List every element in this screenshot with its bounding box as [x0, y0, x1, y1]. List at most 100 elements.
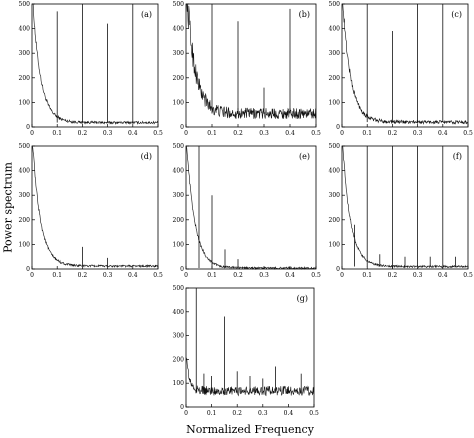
x-tick-label: 0.2: [233, 130, 243, 137]
x-tick-label: 0.5: [311, 130, 321, 137]
spectrum-line: [32, 3, 159, 125]
y-tick-label: 300: [173, 192, 185, 199]
y-tick-label: 300: [19, 50, 31, 57]
plot-frame: [185, 287, 315, 408]
y-tick-label: 200: [329, 217, 341, 224]
y-tick-label: 200: [19, 217, 31, 224]
x-tick-label: 0.5: [463, 130, 473, 137]
y-tick-label: 0: [180, 404, 184, 411]
spectrum-panel: 0 0.1 0.2 0.3 0.4 0.5 0 100 200 300 400 500 (f): [329, 143, 473, 279]
x-tick-label: 0: [340, 130, 344, 137]
x-tick-label: 0.3: [413, 272, 423, 279]
x-tick-label: 0.5: [153, 272, 163, 279]
y-tick-label: 400: [329, 26, 341, 33]
y-tick-label: 0: [180, 266, 184, 273]
y-tick-label: 500: [173, 285, 185, 292]
x-tick-label: 0.4: [285, 130, 295, 137]
y-tick-label: 100: [329, 241, 341, 248]
panel-label: (c): [451, 10, 462, 19]
x-tick-label: 0.2: [78, 130, 88, 137]
y-tick-label: 300: [173, 50, 185, 57]
spectrum-panel: 0 0.1 0.2 0.3 0.4 0.5 0 100 200 300 400 500 (d): [19, 143, 163, 279]
x-tick-label: 0.3: [413, 130, 423, 137]
y-tick-label: 100: [329, 99, 341, 106]
y-tick-label: 300: [329, 50, 341, 57]
panel-label: (d): [141, 152, 152, 161]
y-tick-label: 500: [173, 1, 185, 8]
x-tick-label: 0.5: [311, 272, 321, 279]
y-tick-label: 300: [19, 192, 31, 199]
y-tick-label: 200: [173, 75, 185, 82]
y-tick-label: 100: [19, 241, 31, 248]
y-tick-label: 500: [173, 143, 185, 150]
plot-frame: [341, 145, 469, 270]
y-tick-label: 400: [329, 168, 341, 175]
x-tick-label: 0.1: [207, 130, 217, 137]
spectrum-panel: 0 0.1 0.2 0.3 0.4 0.5 0 100 200 300 400 500 (b): [173, 1, 321, 137]
spectrum-panel: 0 0.1 0.2 0.3 0.4 0.5 0 100 200 300 400 500 (e): [173, 143, 321, 279]
x-tick-label: 0.2: [232, 410, 242, 417]
y-tick-label: 0: [26, 124, 30, 131]
x-axis-title: Normalized Frequency: [186, 423, 314, 436]
y-tick-label: 500: [19, 1, 31, 8]
y-tick-label: 500: [19, 143, 31, 150]
x-tick-label: 0.3: [103, 272, 113, 279]
x-tick-label: 0.4: [285, 272, 295, 279]
spectrum-line: [342, 145, 469, 269]
y-tick-label: 0: [26, 266, 30, 273]
x-tick-label: 0.1: [52, 130, 62, 137]
y-tick-label: 500: [329, 1, 341, 8]
y-tick-label: 200: [329, 75, 341, 82]
y-tick-label: 400: [19, 26, 31, 33]
spectrum-line: [186, 3, 317, 120]
x-tick-label: 0: [30, 130, 34, 137]
y-tick-label: 200: [19, 75, 31, 82]
x-tick-label: 0.3: [259, 130, 269, 137]
x-tick-label: 0.5: [153, 130, 163, 137]
y-tick-label: 100: [173, 99, 185, 106]
spectrum-line: [342, 3, 469, 125]
y-tick-label: 0: [336, 266, 340, 273]
x-tick-label: 0: [30, 272, 34, 279]
x-tick-label: 0.4: [284, 410, 294, 417]
x-tick-label: 0.4: [128, 130, 138, 137]
spectrum-panel: 0 0.1 0.2 0.3 0.4 0.5 0 100 200 300 400 500 (c): [329, 1, 473, 137]
x-tick-label: 0.1: [362, 130, 372, 137]
x-tick-label: 0.2: [388, 130, 398, 137]
x-tick-label: 0.1: [207, 272, 217, 279]
panel-label: (g): [297, 294, 308, 303]
y-tick-label: 0: [180, 124, 184, 131]
plot-frame: [185, 3, 317, 128]
x-tick-label: 0.4: [128, 272, 138, 279]
spectrum-panel: 0 0.1 0.2 0.3 0.4 0.5 0 100 200 300 400 500 (a): [19, 1, 163, 137]
plot-frame: [341, 3, 469, 128]
plot-frame: [185, 145, 317, 270]
spectrum-line: [32, 145, 159, 269]
panel-label: (f): [453, 152, 462, 161]
x-tick-label: 0.1: [52, 272, 62, 279]
x-tick-label: 0.5: [463, 272, 473, 279]
x-tick-label: 0.1: [362, 272, 372, 279]
x-tick-label: 0.4: [438, 130, 448, 137]
x-tick-label: 0.2: [233, 272, 243, 279]
x-tick-label: 0: [184, 410, 188, 417]
y-tick-label: 500: [329, 143, 341, 150]
y-tick-label: 300: [329, 192, 341, 199]
x-tick-label: 0: [184, 272, 188, 279]
y-tick-label: 100: [19, 99, 31, 106]
x-tick-label: 0.3: [259, 272, 269, 279]
y-tick-label: 400: [173, 26, 185, 33]
plot-frame: [31, 145, 159, 270]
y-tick-label: 200: [173, 356, 185, 363]
y-tick-label: 400: [19, 168, 31, 175]
plot-frame: [31, 3, 159, 128]
x-tick-label: 0: [184, 130, 188, 137]
x-tick-label: 0.2: [78, 272, 88, 279]
x-tick-label: 0: [340, 272, 344, 279]
y-tick-label: 400: [173, 309, 185, 316]
y-tick-label: 0: [336, 124, 340, 131]
panel-label: (b): [299, 10, 310, 19]
spectrum-panel: 0 0.1 0.2 0.3 0.4 0.5 0 100 200 300 400 500 (g): [173, 285, 319, 417]
panel-label: (e): [299, 152, 310, 161]
